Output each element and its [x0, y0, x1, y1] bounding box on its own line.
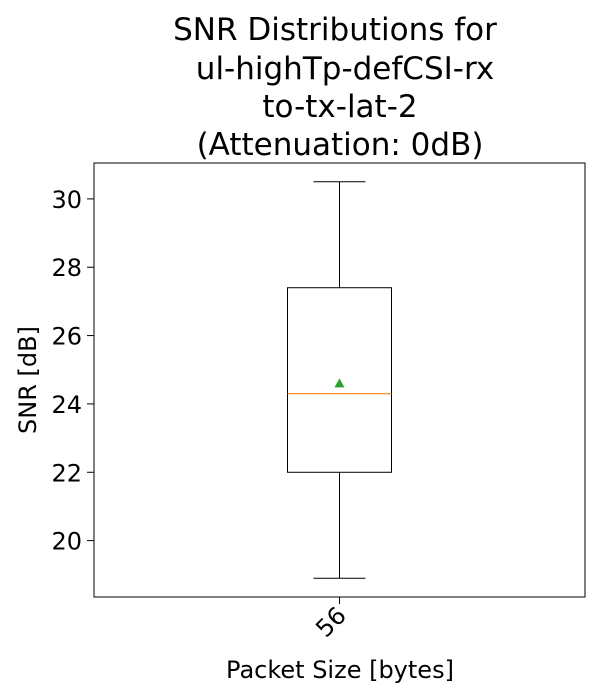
iqr-box [287, 287, 392, 473]
chart-title-line-1: SNR Distributions for [173, 12, 497, 48]
y-tick-label: 26 [51, 323, 82, 351]
y-tick-label: 20 [51, 528, 82, 556]
y-axis-label: SNR [dB] [14, 326, 42, 434]
y-tick-label: 30 [51, 186, 82, 214]
y-axis-ticks: 20 22 24 26 28 30 [51, 186, 94, 556]
mean-marker [334, 378, 345, 388]
x-axis-label: Packet Size [bytes] [226, 656, 454, 684]
chart-title-line-2: ul-highTp-defCSI-rx [196, 51, 494, 87]
y-tick-label: 24 [51, 391, 82, 419]
x-tick-label: 56 [310, 601, 351, 642]
y-tick-label: 28 [51, 254, 82, 282]
x-axis-ticks: 56 [310, 597, 352, 643]
y-tick-label: 22 [51, 459, 82, 487]
chart-title-line-3: to-tx-lat-2 [262, 89, 417, 125]
chart-title-line-4: (Attenuation: 0dB) [197, 127, 484, 163]
box-plots [287, 181, 392, 579]
